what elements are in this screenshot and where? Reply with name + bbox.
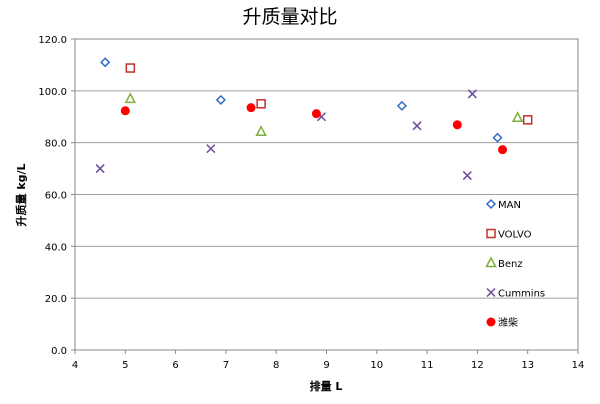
- x-tick-label: 5: [122, 360, 128, 371]
- legend-marker: [485, 256, 497, 268]
- data-point: [100, 57, 111, 68]
- data-point: [246, 103, 256, 113]
- x-axis-label: 排量 L: [310, 379, 343, 393]
- y-tick-label: 80.0: [45, 139, 67, 150]
- y-tick-label: 40.0: [45, 242, 67, 253]
- x-tick-label: 6: [172, 360, 178, 371]
- y-tick-label: 0.0: [51, 346, 67, 357]
- data-point: [498, 145, 508, 155]
- data-point: [462, 171, 472, 181]
- y-axis-label: 升质量 kg/L: [14, 163, 28, 226]
- x-tick-label: 7: [223, 360, 229, 371]
- legend-label: MAN: [498, 200, 521, 211]
- data-point: [452, 120, 462, 130]
- x-tick-label: 11: [421, 360, 434, 371]
- data-point: [511, 111, 524, 123]
- x-tick-label: 8: [273, 360, 279, 371]
- legend-label: 潍柴: [498, 316, 518, 329]
- x-tick-label: 12: [471, 360, 484, 371]
- legend-marker: [485, 198, 497, 210]
- data-point: [215, 94, 226, 105]
- y-tick-label: 120.0: [38, 35, 67, 46]
- y-tick-label: 20.0: [45, 294, 67, 305]
- x-tick-label: 4: [72, 360, 78, 371]
- data-point: [206, 144, 216, 154]
- data-point: [311, 109, 321, 119]
- legend-marker: [486, 287, 496, 298]
- legend-label: Benz: [498, 259, 523, 270]
- x-tick-label: 10: [370, 360, 383, 371]
- legend-marker: [486, 228, 496, 239]
- data-point: [95, 164, 105, 174]
- x-tick-label: 14: [572, 360, 585, 371]
- y-tick-label: 100.0: [38, 87, 67, 98]
- data-point: [412, 121, 422, 131]
- data-point: [256, 99, 266, 109]
- legend-label: Cummins: [498, 289, 545, 300]
- legend-label: VOLVO: [498, 230, 532, 241]
- chart-title: 升质量对比: [242, 6, 337, 28]
- data-point: [492, 132, 503, 143]
- data-point: [255, 125, 267, 137]
- data-point: [467, 89, 477, 99]
- data-point: [522, 115, 533, 125]
- x-tick-label: 13: [521, 360, 534, 371]
- y-tick-label: 60.0: [45, 191, 67, 202]
- legend-marker: [486, 317, 496, 327]
- data-point: [124, 92, 137, 104]
- x-tick-label: 9: [323, 360, 329, 371]
- data-point: [125, 63, 136, 73]
- data-point: [396, 100, 408, 111]
- data-point: [120, 106, 130, 116]
